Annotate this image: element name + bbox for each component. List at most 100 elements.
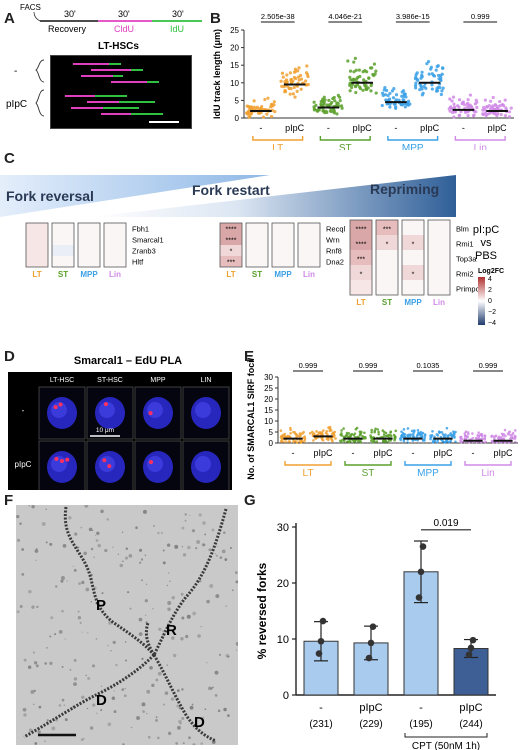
data-point [338,439,342,443]
data-point [348,75,352,79]
gradient-banner: Fork reversal Fork restart Repriming [0,175,456,217]
em-particle [95,539,99,542]
nucleus-highlight [99,456,115,472]
data-point [464,435,467,438]
data-point [305,72,310,77]
data-point [273,110,277,114]
data-point [370,430,373,434]
data-point [371,441,375,444]
heatmap-column-label: Lin [303,270,315,279]
data-point [384,98,388,102]
heatmap-cell [272,234,294,245]
data-point [466,101,470,106]
heatmap-cell [246,234,268,245]
em-particle [229,546,232,549]
gene-label: Hltf [132,258,144,267]
data-point [393,102,397,106]
x-tick-label: - [412,448,415,458]
heatmap-cell [428,235,450,250]
heatmap-cell [104,256,126,267]
data-point [289,431,292,435]
em-particle [235,580,238,584]
data-point [281,75,285,79]
heatmap-column-label: MPP [404,298,422,307]
data-point [509,437,512,440]
data-point [325,110,329,115]
em-particle [189,705,194,710]
em-particle [54,633,57,636]
data-point [330,432,334,436]
y-tick-label: 0 [269,439,274,448]
heatmap-cell [104,245,126,256]
data-point [493,437,496,441]
data-point [332,95,336,100]
group-label: ST [339,143,352,150]
data-point [245,111,249,115]
data-point [374,427,377,431]
data-point [265,112,269,116]
data-point [436,73,441,78]
data-point [352,60,356,64]
y-axis-label: % reversed forks [255,562,269,659]
data-point [480,434,484,438]
replicate-point [467,644,475,652]
em-particle [81,580,85,585]
em-particle [112,546,114,548]
em-particle [124,659,128,662]
row-label-pipc: pIpC [6,99,27,110]
em-particle [77,610,80,613]
data-point [338,95,342,99]
heatmap-cell [376,280,398,295]
em-particle [92,703,96,707]
data-point [483,437,487,441]
heatmap-cell [298,223,320,234]
data-point [437,430,441,433]
data-point [348,89,352,93]
em-particle [191,529,196,533]
y-axis-label: No. of SMARCAL1 SIRF foci/ cell [246,355,256,480]
heatmap-cell [376,220,398,235]
data-point [411,435,415,439]
pla-focus [65,457,70,462]
x-tick-label: pIpC [359,702,382,714]
pla-column-label: MPP [150,377,166,384]
data-point [496,107,500,111]
em-particle [31,505,35,509]
em-particle [192,611,197,616]
heatmap-cell [78,256,100,267]
facs-arrow [33,11,41,22]
heatmap-column-frame [375,219,399,296]
data-point [383,85,387,90]
panel-label-f: F [4,492,14,509]
em-particle [83,551,87,556]
data-point [352,433,356,437]
data-point [279,439,283,443]
data-point [318,431,322,434]
em-particle [23,658,27,662]
data-point [415,71,419,75]
em-particle [80,738,84,742]
em-particle [218,653,222,657]
em-particle [138,617,143,622]
group-bracket [252,136,304,141]
data-point [401,98,405,102]
data-point [348,69,353,73]
em-particle [16,538,21,542]
data-point [282,85,286,89]
panel-label-a: A [4,10,15,27]
em-particle [106,518,109,521]
em-particle [173,653,177,658]
data-point [344,434,348,437]
data-point [266,96,270,100]
em-particle [66,580,68,582]
em-particle [224,558,228,561]
nucleus-highlight [147,456,163,472]
em-particle [90,600,93,603]
em-particle [182,742,185,745]
heatmap-cell [104,234,126,245]
data-point [418,88,422,92]
data-point [435,89,440,93]
pla-scale-label: 10 μm [96,427,114,434]
data-point [393,438,396,442]
heatmap-column-label: ST [252,270,262,279]
